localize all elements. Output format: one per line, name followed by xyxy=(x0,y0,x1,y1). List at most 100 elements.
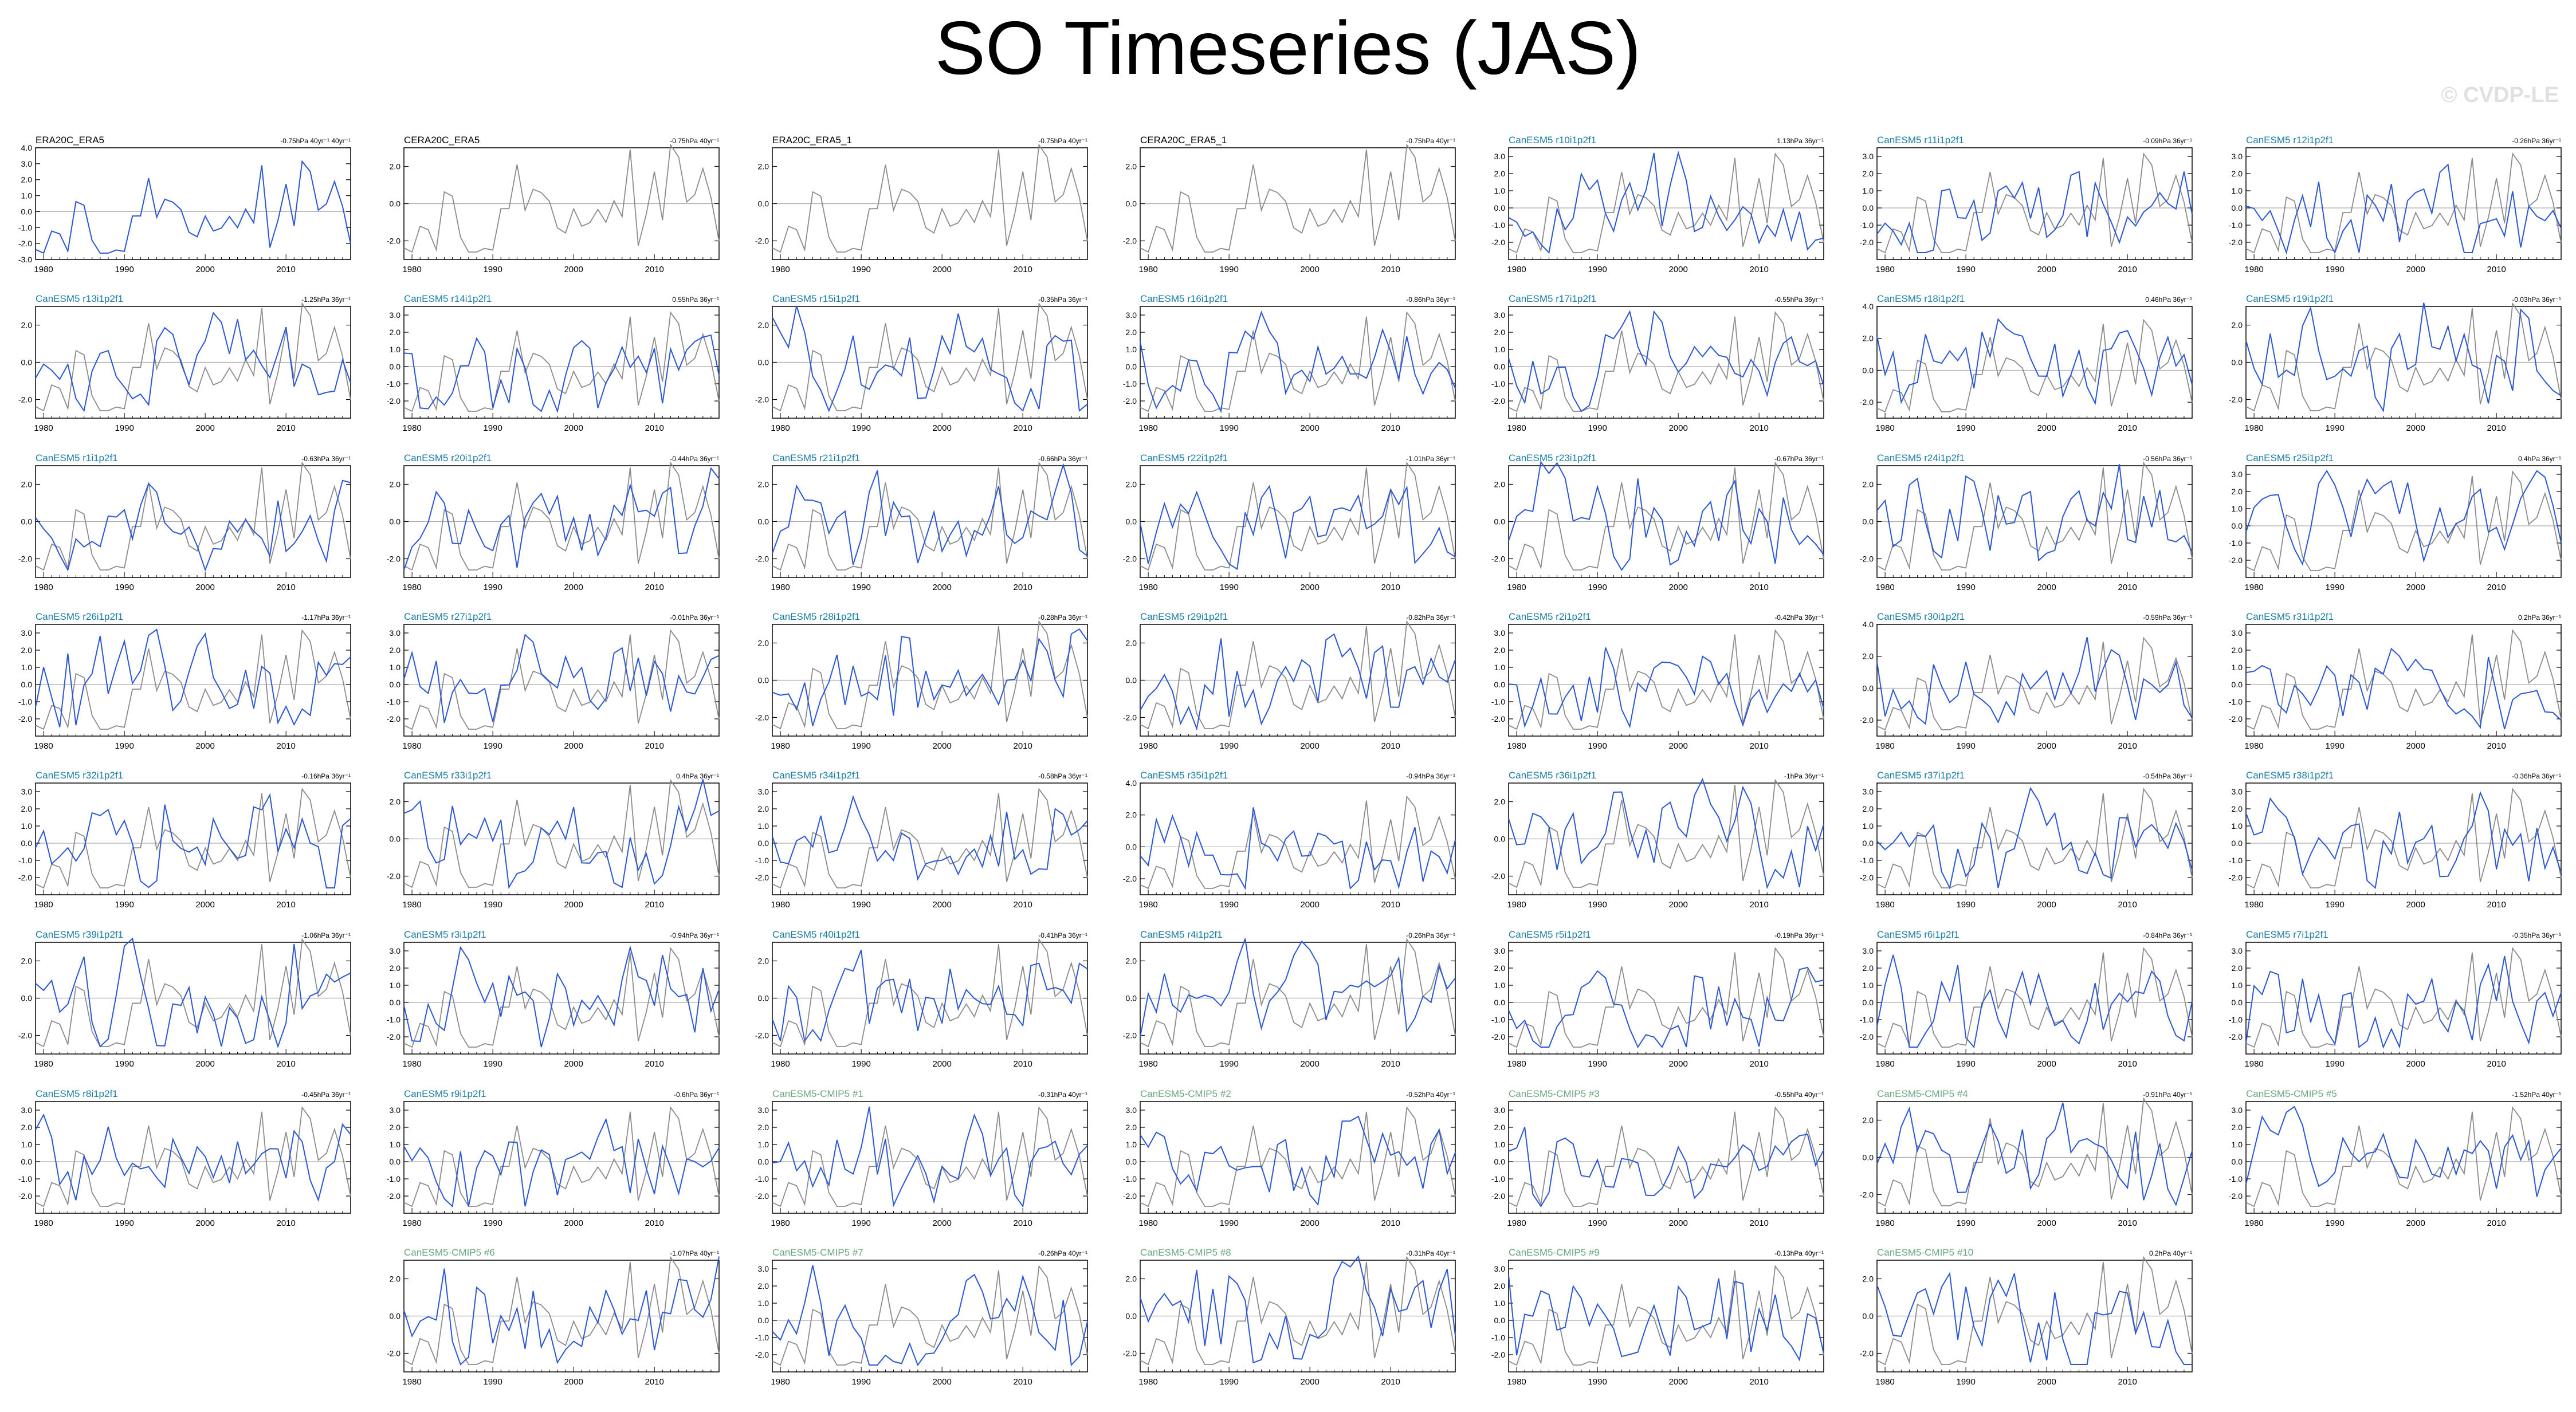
y-tick-label: -1.0 xyxy=(2229,856,2243,865)
x-tick-label: 2010 xyxy=(1013,1218,1032,1228)
x-tick-label: 2000 xyxy=(1668,423,1687,433)
x-tick-label: 2000 xyxy=(1668,900,1687,910)
panel-trend: -1.01hPa 36yr⁻¹ xyxy=(1406,455,1455,463)
panel-53: CanESM5-CMIP5 #9 -0.13hPa 40yr⁻¹ 3.0 2.0 1.0… xyxy=(1491,1247,1824,1387)
x-tick-label: 1990 xyxy=(1588,423,1607,433)
panel-trend: -0.44hPa 36yr⁻¹ xyxy=(670,455,719,463)
y-tick-label: 0.0 xyxy=(2232,1157,2243,1166)
member-series-line xyxy=(1140,310,1456,414)
y-tick-label: -2.0 xyxy=(1860,715,1874,725)
panel-label: CanESM5-CMIP5 #4 xyxy=(1877,1088,1968,1099)
panel-frame xyxy=(1876,306,2193,419)
panel-label: CanESM5-CMIP5 #10 xyxy=(1877,1247,1973,1258)
comparison-series-line xyxy=(1140,795,1456,890)
panel-23: CanESM5 r27i1p2f1 -0.01hPa 36yr⁻¹ 3.0 2.0 1.… xyxy=(387,611,720,751)
y-tick-label: -2.0 xyxy=(1491,554,1505,564)
y-tick-label: 3.0 xyxy=(1494,1106,1506,1115)
y-tick-label: -1.0 xyxy=(1491,221,1505,230)
y-tick-label: 3.0 xyxy=(1494,946,1506,955)
y-tick-label: 3.0 xyxy=(21,1106,33,1115)
panel-trend: -0.75hPa 40yr⁻¹ xyxy=(1406,137,1455,145)
panel-13: CanESM5 r18i1p2f1 0.46hPa 36yr⁻¹ 4.0 2.0 0.0… xyxy=(1860,293,2193,433)
y-tick-label: 2.0 xyxy=(1126,328,1137,337)
x-tick-label: 1980 xyxy=(1875,1218,1894,1228)
y-tick-label: 2.0 xyxy=(21,175,33,184)
comparison-series-line xyxy=(1508,629,1824,730)
panel-trend: -0.26hPa 36yr⁻¹ xyxy=(2512,137,2561,145)
y-tick-label: -1.0 xyxy=(755,1174,769,1183)
y-tick-label: -2.0 xyxy=(1123,1191,1137,1201)
comparison-series-line xyxy=(1508,1106,1824,1208)
x-tick-label: 1990 xyxy=(1588,265,1607,274)
panel-trend: -1.06hPa 36yr⁻¹ xyxy=(301,931,351,939)
member-series-line xyxy=(403,634,720,723)
member-series-line xyxy=(1508,1127,1824,1208)
x-tick-label: 2000 xyxy=(564,900,583,910)
x-tick-label: 1980 xyxy=(402,583,421,592)
x-tick-label: 2000 xyxy=(2037,423,2056,433)
x-tick-label: 2000 xyxy=(2037,1218,2056,1228)
panel-label: CanESM5 r20i1p2f1 xyxy=(404,453,492,463)
x-tick-label: 1990 xyxy=(1219,900,1238,910)
x-tick-label: 2010 xyxy=(2118,423,2137,433)
x-tick-label: 2010 xyxy=(2487,1059,2506,1069)
x-tick-label: 2010 xyxy=(2487,583,2506,592)
x-tick-label: 1990 xyxy=(1588,741,1607,751)
panel-39: CanESM5 r4i1p2f1 -0.26hPa 36yr⁻¹ 2.0 0.0 -2.… xyxy=(1123,929,1456,1069)
y-tick-label: 1.0 xyxy=(390,1140,401,1149)
y-tick-label: 2.0 xyxy=(1126,480,1137,489)
x-tick-label: 1980 xyxy=(1507,1377,1526,1387)
x-tick-label: 2000 xyxy=(1300,423,1319,433)
y-tick-label: 2.0 xyxy=(758,480,769,489)
x-tick-label: 2010 xyxy=(1749,265,1768,274)
y-tick-label: 0.0 xyxy=(390,998,401,1007)
panel-31: CanESM5 r34i1p2f1 -0.58hPa 36yr⁻¹ 3.0 2.0 1.… xyxy=(755,770,1088,910)
x-tick-label: 1990 xyxy=(1219,741,1238,751)
panel-trend: -0.26hPa 36yr⁻¹ xyxy=(1406,931,1455,939)
x-tick-label: 1990 xyxy=(2325,423,2344,433)
y-tick-label: 0.0 xyxy=(1126,199,1137,209)
panel-label: CanESM5 r9i1p2f1 xyxy=(404,1088,486,1099)
y-tick-label: 1.0 xyxy=(758,1299,769,1308)
y-tick-label: 0.0 xyxy=(1126,362,1137,371)
y-tick-label: 1.0 xyxy=(2232,821,2243,831)
x-tick-label: 2010 xyxy=(645,1059,663,1069)
x-tick-label: 2010 xyxy=(1013,423,1032,433)
member-series-line xyxy=(1876,786,2193,890)
y-tick-label: 0.0 xyxy=(21,1157,33,1166)
panel-label: CanESM5 r21i1p2f1 xyxy=(772,453,860,463)
y-tick-label: -2.0 xyxy=(1860,1032,1874,1041)
panel-frame xyxy=(403,942,720,1055)
y-tick-label: 3.0 xyxy=(390,946,401,955)
panel-trend: -0.19hPa 36yr⁻¹ xyxy=(1774,931,1824,939)
x-tick-label: 1990 xyxy=(115,900,133,910)
y-tick-label: -1.0 xyxy=(1491,697,1505,706)
panel-label: CanESM5 r6i1p2f1 xyxy=(1877,929,1960,940)
panel-47: CanESM5-CMIP5 #3 -0.55hPa 40yr⁻¹ 3.0 2.0 1.0… xyxy=(1491,1088,1824,1228)
panel-35: CanESM5 r38i1p2f1 -0.36hPa 36yr⁻¹ 3.0 2.0 1.… xyxy=(2229,770,2562,910)
x-tick-label: 1980 xyxy=(1138,265,1157,274)
member-series-line xyxy=(772,305,1088,412)
x-tick-label: 1980 xyxy=(1507,265,1526,274)
x-tick-label: 2000 xyxy=(932,265,951,274)
x-tick-label: 2000 xyxy=(932,423,951,433)
y-tick-label: 2.0 xyxy=(1494,797,1506,807)
y-tick-label: 3.0 xyxy=(2232,628,2243,638)
panel-label: CanESM5 r29i1p2f1 xyxy=(1140,611,1228,622)
panel-trend: -0.45hPa 36yr⁻¹ xyxy=(301,1091,351,1099)
panel-label: CanESM5 r34i1p2f1 xyxy=(772,770,860,781)
y-tick-label: -2.0 xyxy=(755,554,769,564)
y-tick-label: -2.0 xyxy=(1860,554,1874,564)
y-tick-label: -1.0 xyxy=(2229,1015,2243,1024)
member-series-line xyxy=(772,1106,1088,1208)
panel-label: CanESM5 r27i1p2f1 xyxy=(404,611,492,622)
x-tick-label: 2010 xyxy=(2487,741,2506,751)
y-tick-label: -2.0 xyxy=(2229,1191,2243,1201)
comparison-series-line xyxy=(35,302,351,412)
y-tick-label: -2.0 xyxy=(755,395,769,404)
x-tick-label: 2000 xyxy=(2406,265,2425,274)
comparison-series-line xyxy=(1140,1256,1456,1366)
x-tick-label: 2010 xyxy=(645,583,663,592)
y-tick-label: -2.0 xyxy=(387,1349,400,1358)
x-tick-label: 1990 xyxy=(115,583,133,592)
